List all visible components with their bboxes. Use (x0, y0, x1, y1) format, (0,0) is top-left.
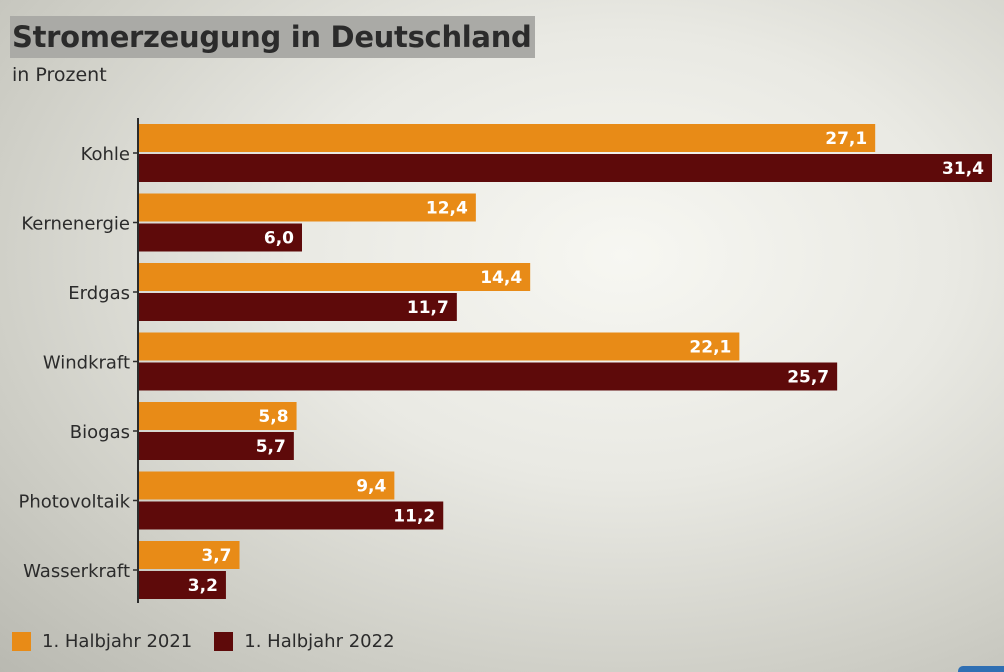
bar-erdgas-2022 (139, 293, 457, 321)
value-label-biogas-2021: 5,8 (258, 407, 288, 427)
value-label-kohle-2021: 27,1 (825, 129, 867, 149)
legend-label-2022: 1. Halbjahr 2022 (244, 630, 395, 652)
value-label-erdgas-2021: 14,4 (480, 268, 522, 288)
bar-chart: 27,1 31,4 Kohle 12,4 6,0 Kernenergie 14,4 11,7 E… (18, 118, 992, 603)
category-label-kernenergie: Kernenergie (21, 214, 130, 235)
category-label-photovoltaik: Photovoltaik (18, 492, 130, 513)
bar-windkraft-2021 (139, 332, 740, 361)
bar-photovoltaik-2021 (139, 471, 395, 500)
bar-wasserkraft-2022 (139, 571, 226, 599)
value-label-photovoltaik-2022: 11,2 (393, 507, 435, 527)
value-label-erdgas-2022: 11,7 (407, 298, 449, 318)
legend-item-2021: 1. Halbjahr 2021 (12, 631, 192, 652)
value-label-wasserkraft-2022: 3,2 (188, 576, 218, 596)
category-label-kohle: Kohle (81, 144, 130, 165)
legend-item-2022: 1. Halbjahr 2022 (214, 630, 395, 652)
category-label-biogas: Biogas (70, 422, 130, 443)
legend-swatch-2021 (12, 631, 31, 651)
bar-wasserkraft-2021 (139, 541, 240, 569)
chart-legend: 1. Halbjahr 2021 1. Halbjahr 2022 (12, 628, 417, 654)
bar-biogas-2021 (139, 402, 297, 430)
chart-title: Stromerzeugung in Deutschland (10, 16, 535, 58)
bar-kernenergie-2021 (139, 193, 476, 222)
category-label-wasserkraft: Wasserkraft (23, 561, 130, 582)
value-label-wasserkraft-2021: 3,7 (201, 546, 231, 566)
chart-subtitle: in Prozent (12, 64, 107, 86)
value-label-kernenergie-2021: 12,4 (426, 199, 468, 219)
category-label-erdgas: Erdgas (68, 283, 130, 304)
value-label-photovoltaik-2021: 9,4 (356, 477, 386, 497)
bar-kohle-2021 (139, 124, 876, 152)
corner-badge (958, 666, 1004, 672)
value-label-windkraft-2022: 25,7 (787, 368, 829, 388)
legend-swatch-2022 (214, 631, 234, 651)
bar-erdgas-2021 (139, 263, 531, 291)
value-label-windkraft-2021: 22,1 (689, 338, 731, 358)
value-label-biogas-2022: 5,7 (256, 437, 286, 457)
category-label-windkraft: Windkraft (43, 353, 130, 374)
value-label-kernenergie-2022: 6,0 (264, 229, 294, 249)
legend-label-2021: 1. Halbjahr 2021 (42, 630, 193, 652)
bar-biogas-2022 (139, 432, 294, 460)
bar-kernenergie-2022 (139, 223, 302, 252)
value-label-kohle-2022: 31,4 (942, 159, 984, 179)
bar-windkraft-2022 (139, 362, 838, 391)
bar-photovoltaik-2022 (139, 501, 444, 530)
bar-kohle-2022 (139, 154, 992, 182)
